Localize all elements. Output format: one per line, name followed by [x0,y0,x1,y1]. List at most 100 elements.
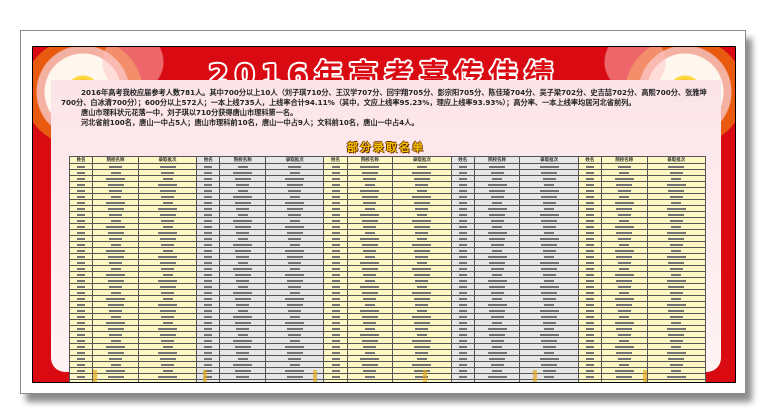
blurred-text-mark [286,352,303,354]
blurred-text-mark [161,172,175,174]
blurred-text-mark [106,298,126,300]
blurred-text-mark [204,292,213,294]
blurred-text-mark [331,364,340,366]
blurred-text-mark [331,220,340,222]
blurred-text-mark [542,298,556,300]
column-header: 姓名 [450,156,475,164]
blurred-text-mark [160,382,176,383]
blurred-text-mark [204,172,213,174]
blurred-text-mark [671,322,682,324]
blurred-text-mark [585,232,594,234]
blurred-text-mark [585,328,594,330]
blurred-text-mark [668,358,685,360]
blurred-text-mark [616,232,633,234]
blurred-text-mark [487,208,507,210]
blurred-text-mark [237,310,248,312]
blurred-text-mark [619,172,630,174]
blurred-text-mark [619,220,630,222]
blurred-text-mark [585,178,594,180]
blurred-text-mark [331,346,340,348]
blurred-text-mark [416,310,427,312]
blurred-text-mark [539,190,559,192]
blurred-text-mark [361,172,378,174]
blurred-text-mark [109,382,122,383]
blurred-text-mark [541,316,558,318]
blurred-text-mark [161,220,175,222]
blurred-text-mark [238,382,248,383]
blurred-text-mark [585,226,594,228]
blurred-text-mark [233,196,253,198]
blurred-text-mark [585,190,594,192]
blurred-text-mark [539,262,559,264]
table-header-row: 姓名 院校名称 录取批次 姓名 院校名称 录取批次 姓名 院校名称 录取批次 姓名 院校名称 录取批次… [68,156,707,164]
blurred-text-mark [458,304,467,306]
blurred-text-mark [331,172,340,174]
blurred-text-mark [162,178,173,180]
table-row [68,271,707,278]
blurred-text-mark [204,238,213,240]
blurred-text-mark [288,334,302,336]
blurred-text-mark [289,172,300,174]
blurred-text-mark [544,328,555,330]
blurred-text-mark [416,262,427,264]
blurred-text-mark [233,172,253,174]
blurred-text-mark [110,220,121,222]
blurred-text-mark [204,286,213,288]
blurred-text-mark [544,280,555,282]
blurred-text-mark [619,316,630,318]
blurred-text-mark [668,382,684,383]
blurred-text-mark [487,184,507,186]
blurred-text-mark [617,358,631,360]
blurred-text-mark [585,292,594,294]
blurred-text-mark [490,292,504,294]
blurred-text-mark [331,214,340,216]
blurred-text-mark [161,292,175,294]
blurred-text-mark [106,322,126,324]
blurred-text-mark [107,184,124,186]
blurred-text-mark [616,208,633,210]
blurred-text-mark [364,304,375,306]
blurred-text-mark [236,256,250,258]
blurred-text-mark [159,358,176,360]
blurred-text-mark [204,196,213,198]
blurred-text-mark [233,292,253,294]
blurred-text-mark [77,244,86,246]
blurred-text-mark [666,304,686,306]
blurred-text-mark [162,226,173,228]
blurred-text-mark [364,280,375,282]
blurred-text-mark [585,322,594,324]
blurred-text-mark [159,238,176,240]
blurred-text-mark [458,340,467,342]
blurred-text-mark [77,334,86,336]
blurred-text-mark [671,298,682,300]
blurred-text-mark [361,244,378,246]
blurred-text-mark [288,286,302,288]
blurred-text-mark [162,202,173,204]
blurred-text-mark [541,172,558,174]
blurred-text-mark [616,256,633,258]
column-header: 录取批次 [646,156,707,164]
blurred-text-mark [77,238,86,240]
blurred-text-mark [331,238,340,240]
blurred-text-mark [286,328,303,330]
blurred-text-mark [541,268,558,270]
blurred-text-mark [542,202,556,204]
blurred-text-mark [489,238,506,240]
blurred-text-mark [109,214,123,216]
blurred-text-mark [288,166,302,168]
blurred-text-mark [234,202,251,204]
blurred-text-mark [671,178,682,180]
blurred-text-mark [161,268,175,270]
blurred-text-mark [492,226,503,228]
blurred-text-mark [585,274,594,276]
blurred-text-mark [416,358,427,360]
column-header: 录取批次 [519,156,579,164]
blurred-text-mark [77,292,86,294]
blurred-text-mark [364,352,375,354]
blurred-text-mark [619,364,630,366]
blurred-text-mark [107,256,124,258]
blurred-text-mark [487,256,507,258]
blurred-text-mark [331,202,340,204]
blurred-text-mark [363,274,377,276]
blurred-text-mark [458,166,467,168]
